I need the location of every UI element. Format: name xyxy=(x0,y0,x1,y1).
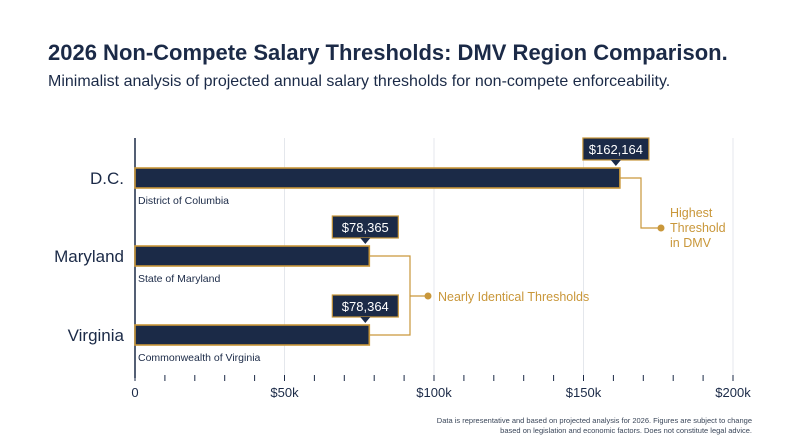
bar xyxy=(134,167,621,189)
x-tick-label: 0 xyxy=(131,385,138,400)
annotation-label: in DMV xyxy=(670,236,712,250)
annotation-dot xyxy=(424,292,432,300)
data-label: $78,364 xyxy=(342,299,389,314)
x-tick-label: $150k xyxy=(566,385,602,400)
data-label-pointer xyxy=(610,160,621,166)
chart-subtitle: Minimalist analysis of projected annual … xyxy=(48,73,671,90)
category-label: Virginia xyxy=(68,326,125,345)
x-tick-label: $100k xyxy=(416,385,452,400)
category-subtitle: District of Columbia xyxy=(138,195,229,207)
category-label: D.C. xyxy=(90,169,124,188)
data-label-pointer xyxy=(360,317,371,323)
chart-title: 2026 Non-Compete Salary Thresholds: DMV … xyxy=(48,40,728,65)
bar xyxy=(134,245,371,267)
annotation-dot xyxy=(657,224,665,232)
data-label: $162,164 xyxy=(589,142,643,157)
data-label-pointer xyxy=(360,238,371,244)
footnote: Data is representative and based on proj… xyxy=(436,416,752,435)
category-label: Maryland xyxy=(54,247,124,266)
annotation-connector xyxy=(619,177,661,229)
bar xyxy=(134,324,371,346)
x-tick-label: $200k xyxy=(715,385,751,400)
annotation-label: Highest xyxy=(670,206,713,220)
category-subtitle: Commonwealth of Virginia xyxy=(138,352,261,364)
annotation-label: Threshold xyxy=(670,221,726,235)
x-tick-label: $50k xyxy=(270,385,299,400)
data-label: $78,365 xyxy=(342,220,389,235)
annotation-label: Nearly Identical Thresholds xyxy=(438,290,589,304)
category-subtitle: State of Maryland xyxy=(138,273,220,285)
